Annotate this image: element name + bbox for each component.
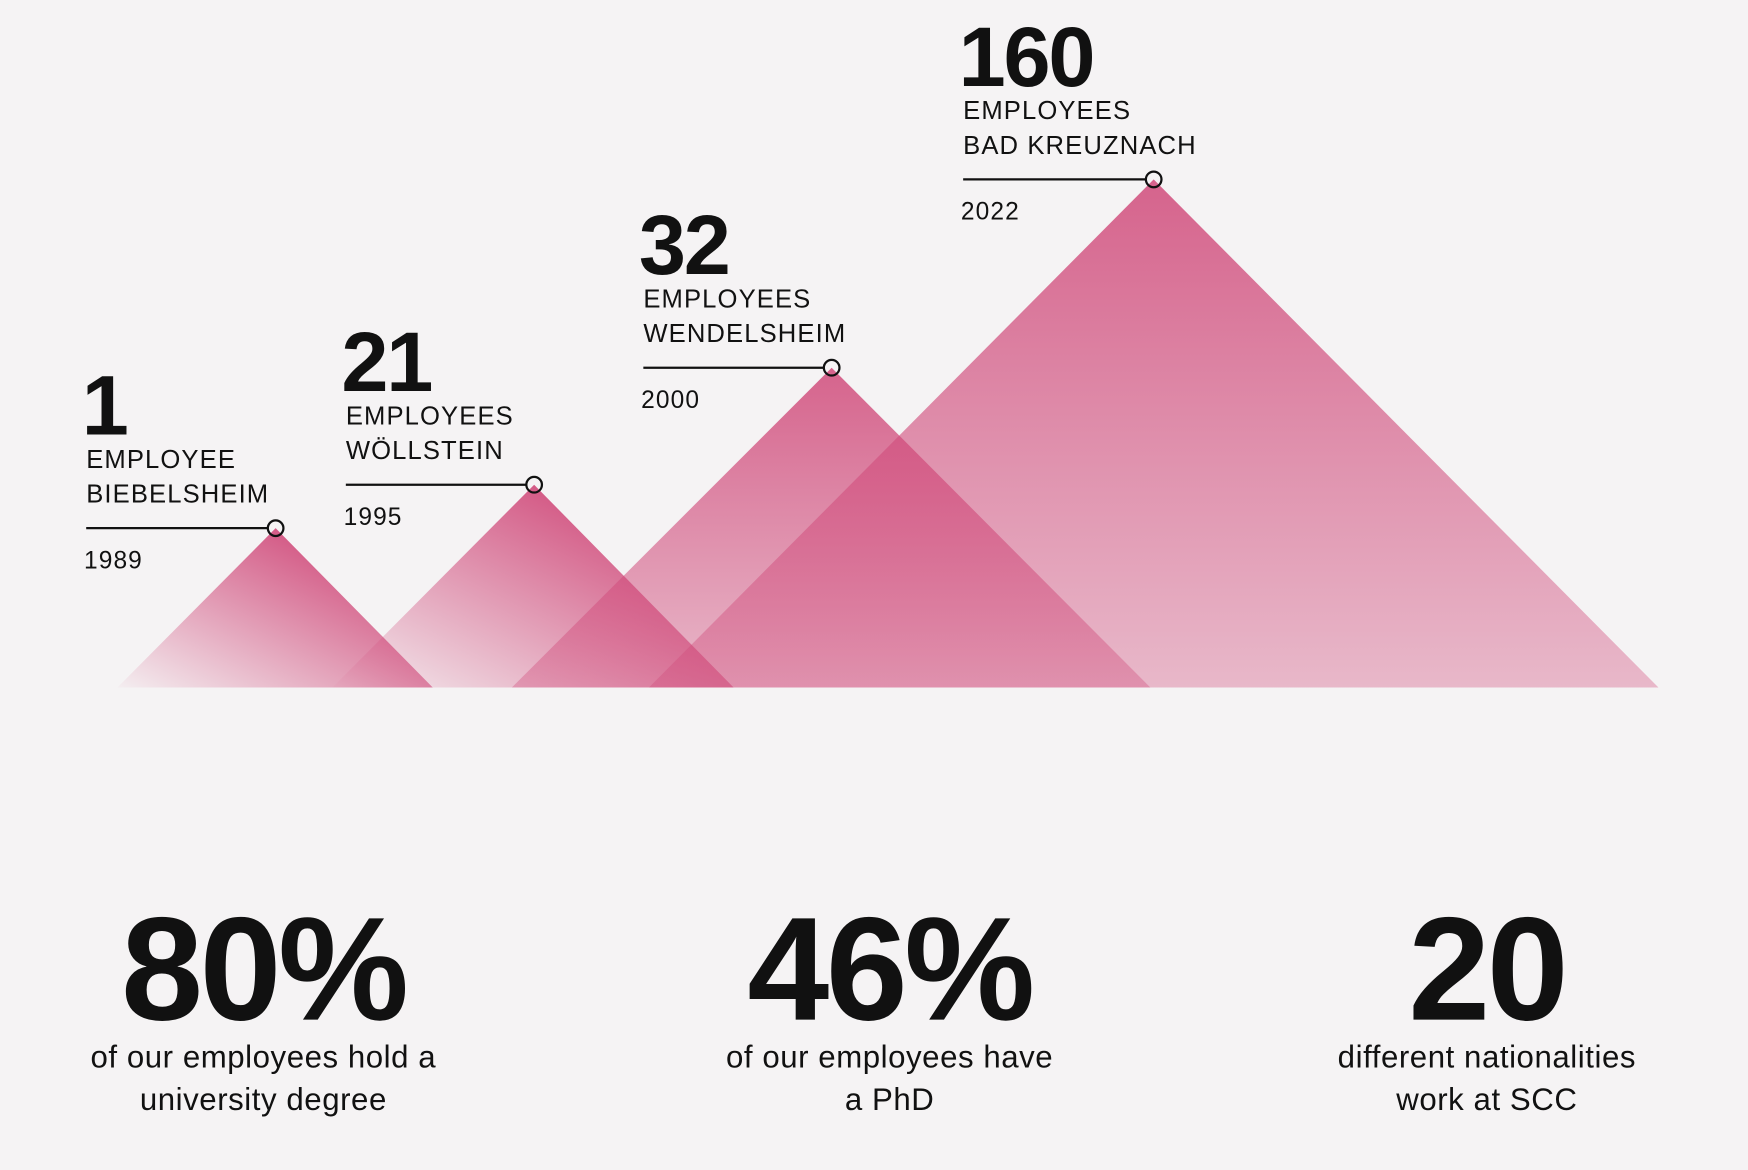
mountain: [511, 367, 1151, 688]
mountain: [117, 528, 433, 688]
employee-count: 1: [82, 358, 127, 453]
year-label: 2022: [961, 199, 1020, 226]
year-label: 1989: [84, 547, 143, 574]
location-label: EMPLOYEE: [86, 446, 236, 474]
stat-text: a PhD: [845, 1082, 934, 1117]
location-label: BAD KREUZNACH: [963, 132, 1197, 160]
marker: [266, 519, 285, 538]
year-label: 1995: [344, 504, 403, 531]
location-label: WÖLLSTEIN: [346, 437, 504, 465]
location-label: BIEBELSHEIM: [86, 481, 269, 509]
stat-text: work at SCC: [1395, 1082, 1577, 1117]
location-label: EMPLOYEES: [963, 97, 1131, 125]
location-label: EMPLOYEES: [643, 286, 811, 314]
marker: [822, 358, 841, 377]
marker: [1144, 170, 1163, 189]
employee-count: 21: [341, 314, 431, 409]
stat-text: different nationalities: [1338, 1039, 1636, 1074]
stat-value: 80%: [121, 888, 405, 1052]
mountain: [332, 484, 734, 688]
employee-count: 160: [959, 9, 1094, 104]
location-label: WENDELSHEIM: [643, 320, 846, 348]
marker: [525, 475, 544, 494]
stat-text: university degree: [140, 1082, 387, 1117]
year-label: 2000: [641, 387, 700, 414]
labels: 1EMPLOYEEBIEBELSHEIM198921EMPLOYEESWÖLLS…: [82, 9, 1636, 1117]
employee-count: 32: [639, 197, 729, 292]
location-label: EMPLOYEES: [346, 403, 514, 431]
stat-value: 46%: [747, 888, 1031, 1052]
stat-text: of our employees hold a: [91, 1039, 437, 1074]
mountains: [117, 179, 1659, 688]
stat-text: of our employees have: [726, 1039, 1053, 1074]
stat-value: 20: [1408, 888, 1565, 1052]
